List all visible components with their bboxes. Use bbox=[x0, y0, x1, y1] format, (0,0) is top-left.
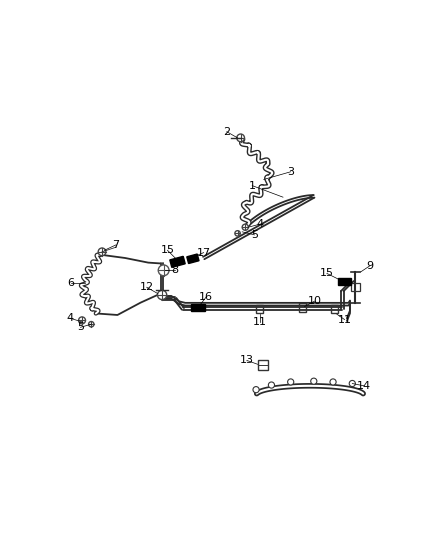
Circle shape bbox=[253, 386, 259, 393]
Text: 15: 15 bbox=[160, 245, 174, 255]
Circle shape bbox=[349, 381, 355, 386]
Bar bbox=[299, 303, 306, 311]
Text: 10: 10 bbox=[307, 296, 321, 306]
Text: 11: 11 bbox=[338, 314, 352, 325]
Text: 15: 15 bbox=[320, 269, 334, 278]
Circle shape bbox=[242, 224, 248, 230]
Circle shape bbox=[330, 379, 336, 385]
Text: 13: 13 bbox=[240, 356, 254, 366]
Bar bbox=[351, 284, 360, 291]
Bar bbox=[256, 304, 263, 313]
Text: 5: 5 bbox=[251, 230, 258, 240]
Text: 14: 14 bbox=[357, 381, 371, 391]
Bar bbox=[170, 256, 185, 268]
Circle shape bbox=[235, 231, 240, 236]
Circle shape bbox=[98, 248, 106, 256]
Text: 12: 12 bbox=[140, 282, 154, 292]
Text: 17: 17 bbox=[197, 248, 211, 257]
Bar bbox=[339, 278, 351, 285]
Circle shape bbox=[311, 378, 317, 384]
Circle shape bbox=[158, 265, 169, 276]
Bar bbox=[187, 254, 199, 263]
Circle shape bbox=[78, 317, 85, 324]
Bar bbox=[331, 304, 338, 313]
Text: 1: 1 bbox=[249, 181, 256, 191]
Text: 4: 4 bbox=[66, 313, 73, 323]
Circle shape bbox=[288, 379, 294, 385]
Bar bbox=[258, 360, 268, 370]
Text: 11: 11 bbox=[253, 317, 267, 327]
Bar bbox=[191, 304, 205, 311]
Text: 2: 2 bbox=[223, 127, 230, 137]
Text: 6: 6 bbox=[68, 278, 75, 288]
Circle shape bbox=[268, 382, 275, 388]
Text: 7: 7 bbox=[112, 240, 120, 250]
Text: 3: 3 bbox=[287, 167, 294, 177]
Text: 9: 9 bbox=[367, 261, 374, 271]
Circle shape bbox=[237, 134, 244, 142]
Text: 16: 16 bbox=[199, 292, 213, 302]
Text: 5: 5 bbox=[77, 322, 84, 332]
Text: 4: 4 bbox=[256, 219, 264, 229]
Text: 8: 8 bbox=[172, 265, 179, 276]
Circle shape bbox=[158, 290, 167, 300]
Circle shape bbox=[88, 321, 94, 327]
